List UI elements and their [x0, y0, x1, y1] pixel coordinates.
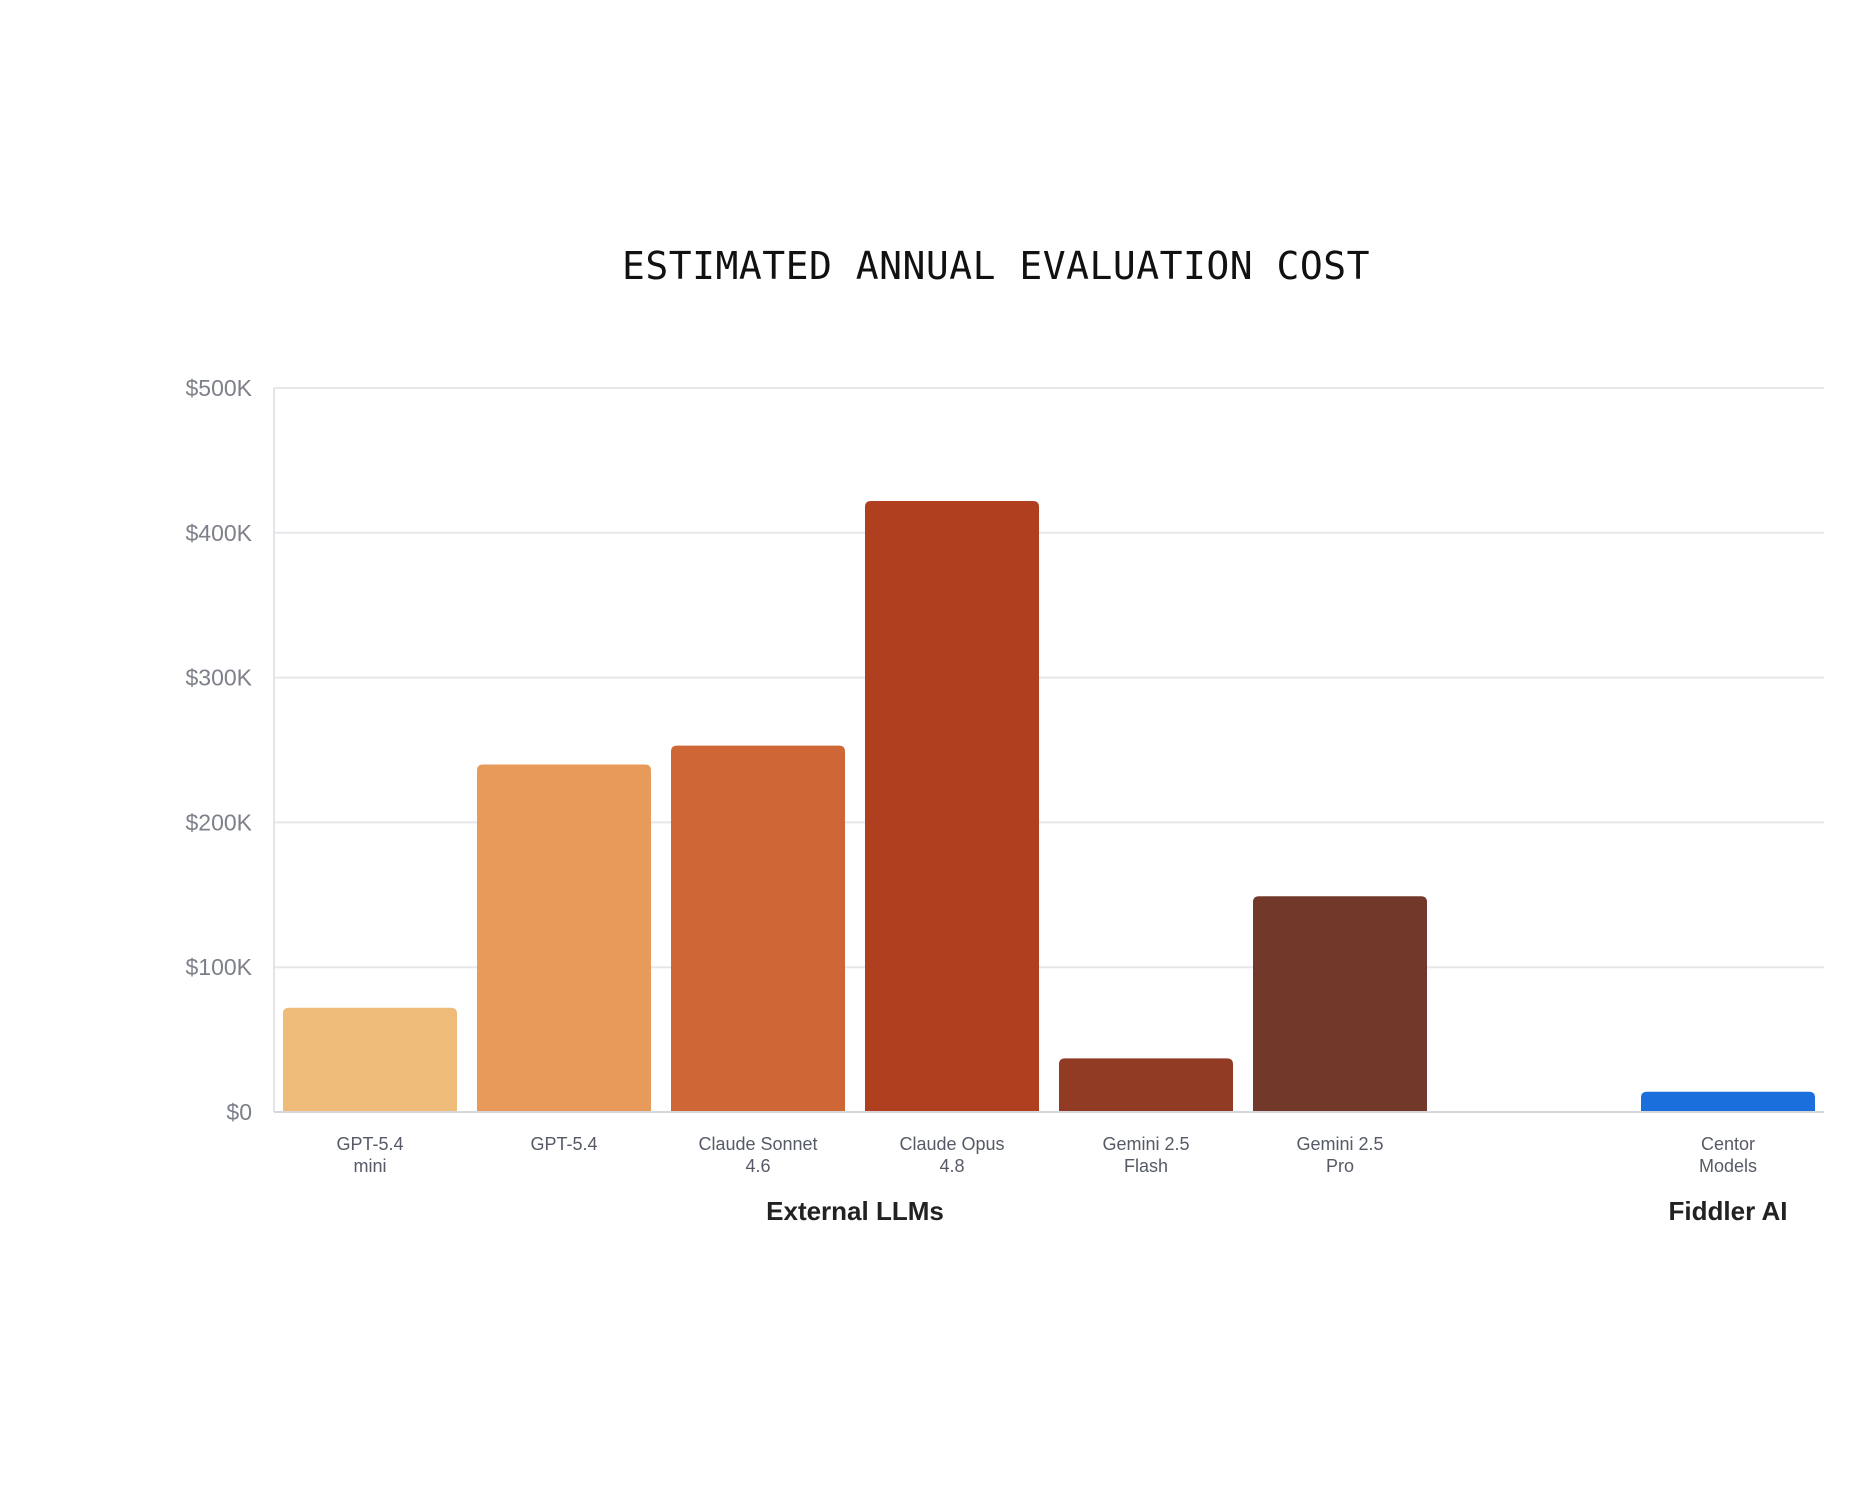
chart-title: ESTIMATED ANNUAL EVALUATION COST	[621, 244, 1371, 288]
x-tick-label: Gemini 2.5	[1296, 1134, 1383, 1154]
x-tick-label: 4.8	[939, 1156, 964, 1176]
y-tick-label: $100K	[185, 954, 252, 980]
axes	[273, 388, 1824, 1113]
y-tick-label: $500K	[185, 375, 252, 401]
x-tick-label: Claude Sonnet	[698, 1134, 817, 1154]
y-tick-label: $300K	[185, 665, 252, 691]
bar-claude-opus-4-8	[865, 500, 1039, 1113]
x-tick-label: GPT-5.4	[336, 1134, 403, 1154]
y-axis-ticks: $0 $100K $200K $300K $400K $500K	[185, 375, 252, 1125]
x-tick-label: 4.6	[745, 1156, 770, 1176]
group-label: Fiddler AI	[1669, 1196, 1788, 1226]
bar-centor-models	[1641, 1091, 1815, 1112]
bar-gemini-2-5-flash	[1059, 1058, 1233, 1112]
x-tick-label: Claude Opus	[899, 1134, 1004, 1154]
group-labels: External LLMs Fiddler AI	[766, 1196, 1787, 1226]
x-tick-label: GPT-5.4	[530, 1134, 597, 1154]
x-tick-label: Flash	[1124, 1156, 1168, 1176]
x-tick-label: Gemini 2.5	[1102, 1134, 1189, 1154]
x-tick-label: Models	[1699, 1156, 1757, 1176]
x-tick-label: Centor	[1701, 1134, 1755, 1154]
y-tick-label: $200K	[185, 809, 252, 835]
bar-gpt-5-4	[477, 764, 651, 1112]
x-tick-label: mini	[353, 1156, 386, 1176]
y-tick-label: $400K	[185, 520, 252, 546]
y-tick-label: $0	[226, 1099, 252, 1125]
bar-gemini-2-5-pro	[1253, 896, 1427, 1112]
group-label: External LLMs	[766, 1196, 944, 1226]
bar-claude-sonnet-4-6	[671, 745, 845, 1112]
x-tick-label: Pro	[1326, 1156, 1354, 1176]
bars	[283, 500, 1815, 1113]
bar-gpt-5-4-mini	[283, 1007, 457, 1112]
